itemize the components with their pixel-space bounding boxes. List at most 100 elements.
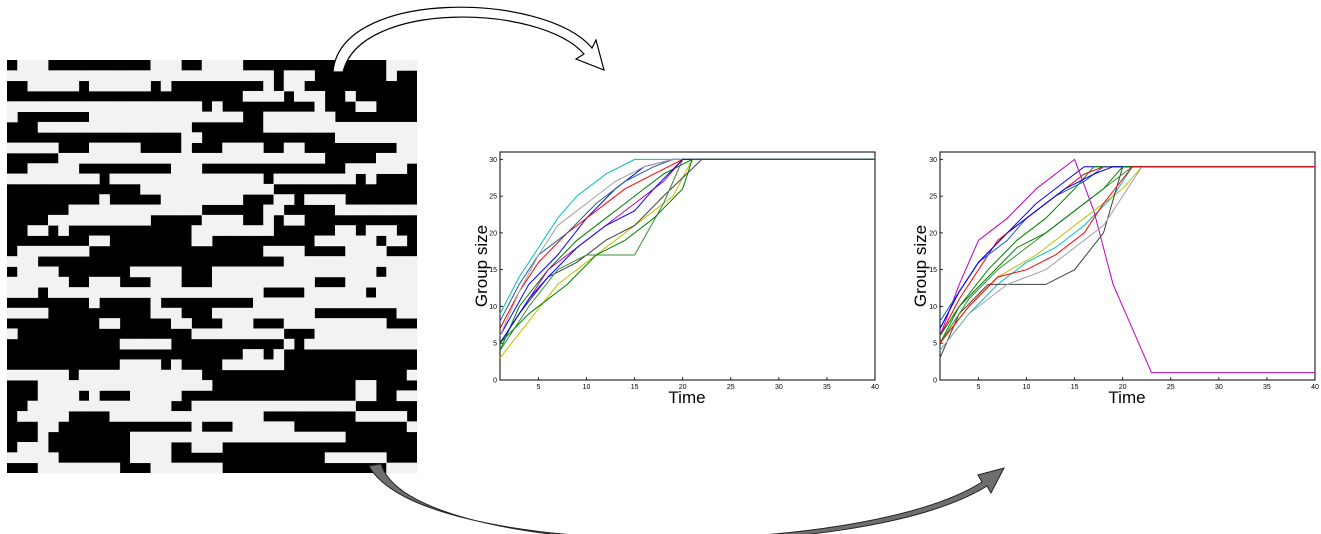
matrix-cell [150,442,162,453]
matrix-cell [181,380,192,391]
matrix-cell [130,204,141,216]
matrix-cell [406,369,418,381]
matrix-cell [283,431,295,443]
matrix-cell [160,121,172,133]
matrix-cell [150,152,162,164]
matrix-cell [304,307,315,319]
matrix-cell [140,121,151,133]
matrix-cell [242,70,254,82]
matrix-cell [406,121,418,133]
matrix-cell [109,70,121,82]
matrix-cell [304,173,315,185]
matrix-cell [345,173,356,185]
binary-matrix [7,60,418,474]
matrix-cell [48,121,59,133]
matrix-cell [335,338,346,350]
matrix-cell [160,411,172,422]
matrix-cell [160,369,172,381]
matrix-cell [191,287,203,298]
matrix-cell [273,400,285,412]
matrix-cell [222,318,233,329]
matrix-cell [119,400,131,412]
matrix-cell [37,411,49,422]
matrix-cell [273,421,285,433]
matrix-cell [160,70,172,82]
matrix-cell [99,369,110,381]
matrix-cell [150,369,162,381]
matrix-cell [365,338,377,350]
matrix-cell [386,462,397,474]
matrix-cell [386,60,397,71]
matrix-cell [99,111,110,123]
matrix-cell [222,287,233,298]
matrix-cell [263,276,274,288]
x-axis-label: Time [668,388,705,407]
matrix-cell [273,307,285,319]
matrix-cell [140,431,151,443]
matrix-cell [232,359,244,371]
matrix-cell [365,318,377,329]
matrix-cell [283,121,295,133]
matrix-cell [37,452,49,464]
matrix-cell [406,256,418,267]
matrix-cell [130,101,141,113]
matrix-cell [222,266,233,278]
matrix-cell [68,462,80,474]
matrix-cell [242,431,254,443]
matrix-cell [324,235,336,247]
matrix-cell [242,225,254,236]
matrix-cell [171,266,182,278]
matrix-cell [294,318,305,329]
matrix-cell [396,235,408,247]
matrix-cell [191,152,203,164]
matrix-cell [191,411,203,422]
matrix-cell [17,276,28,288]
matrix-cell [78,245,90,257]
matrix-cell [242,349,254,360]
series-line [939,166,1315,359]
matrix-cell [314,287,326,298]
series-layer [939,158,1315,374]
matrix-cell [119,411,131,422]
matrix-cell [212,152,223,164]
matrix-cell [150,60,162,71]
matrix-cell [314,235,326,247]
matrix-cell [406,204,418,216]
matrix-cell [212,411,223,422]
matrix-cell [48,400,59,412]
matrix-cell [222,194,233,205]
matrix-cell [160,380,172,391]
matrix-cell [58,121,69,133]
matrix-cell [140,452,151,464]
matrix-cell [294,173,305,185]
matrix-cell [150,183,162,195]
matrix-cell [386,152,397,164]
matrix-cell [89,101,100,113]
matrix-cell [304,152,315,164]
matrix-cell [253,411,264,422]
matrix-cell [304,111,315,123]
y-tick-label: 20 [489,230,497,237]
x-tick-label: 5 [537,384,541,391]
matrix-cell [109,276,121,288]
matrix-cell [365,390,377,402]
matrix-cell [160,431,172,443]
matrix-cell [263,307,274,319]
matrix-cell [365,256,377,267]
matrix-cell [181,152,192,164]
matrix-cell [171,411,182,422]
matrix-cell [68,214,80,226]
matrix-cell [314,256,326,267]
matrix-cell [99,235,110,247]
matrix-cell [253,70,264,82]
matrix-cell [335,318,346,329]
matrix-cell [150,411,162,422]
matrix-cell [212,442,223,453]
matrix-cell [253,287,264,298]
matrix-cell [376,328,387,340]
matrix-cell [58,163,69,174]
matrix-cell [365,101,377,113]
matrix-cell [406,390,418,402]
matrix-cell [314,173,326,185]
matrix-cell [283,111,295,123]
